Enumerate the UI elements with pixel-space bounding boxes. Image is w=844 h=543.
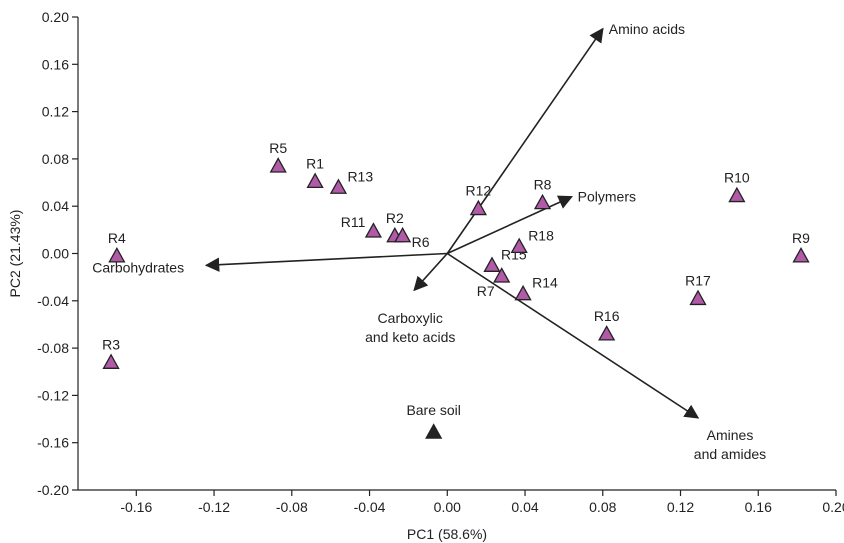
sample-point-marker [510, 237, 528, 254]
sample-point-marker [689, 289, 707, 306]
sample-point-marker [493, 267, 511, 283]
sample-point-label: R16 [594, 308, 620, 324]
y-tick-label: 0.16 [42, 56, 69, 72]
x-tick-label: 0.12 [667, 499, 694, 515]
y-tick-label: -0.04 [37, 293, 69, 309]
loading-label: Carbohydrates [92, 259, 184, 275]
y-tick-label: 0.12 [42, 104, 69, 120]
sample-point-marker [728, 186, 746, 203]
y-tick-label: 0.00 [42, 246, 69, 262]
sample-point-label: R11 [341, 214, 366, 230]
sample-point-label: R10 [724, 170, 750, 186]
loading-arrow [413, 252, 448, 292]
loading-vectors: Amino acids Polymers Carbohydrates Carboxyl… [92, 21, 766, 462]
x-tick-label: 0.16 [745, 499, 772, 515]
sample-point-marker [364, 222, 383, 238]
sample-point-marker [269, 157, 287, 173]
y-tick-label: -0.20 [37, 482, 69, 498]
sample-point-marker [514, 284, 532, 301]
sample-point-label: R14 [532, 275, 558, 291]
sample-point-marker [306, 172, 324, 189]
sample-point-marker [425, 423, 443, 439]
loading-label: Carboxylic [378, 310, 443, 326]
loading-label: and amides [694, 446, 766, 462]
x-axis-title: PC1 (58.6%) [407, 526, 487, 542]
sample-point-label: R6 [412, 234, 430, 250]
x-tick-label: -0.04 [354, 499, 386, 515]
sample-point-label: R4 [108, 230, 126, 246]
sample-point-marker [102, 353, 120, 369]
sample-point-label: R17 [685, 272, 711, 288]
sample-point-marker [469, 199, 487, 216]
loading-arrow [204, 252, 448, 272]
sample-point-label: R12 [466, 183, 492, 199]
sample-point-label: R13 [347, 168, 373, 184]
x-tick-label: 0.20 [822, 499, 844, 515]
x-tick-label: 0.04 [511, 499, 538, 515]
sample-point-marker [533, 193, 552, 210]
loading-label: Polymers [578, 189, 636, 205]
loading-label: Amines [707, 427, 754, 443]
sample-point-label: R3 [102, 336, 120, 352]
y-tick-label: -0.16 [37, 435, 69, 451]
sample-point-marker [108, 247, 126, 263]
sample-point-label: R8 [534, 177, 552, 193]
loading-arrow [446, 252, 700, 419]
y-tick-label: 0.08 [42, 151, 69, 167]
sample-point-marker [792, 247, 810, 263]
y-tick-label: 0.04 [42, 198, 69, 214]
x-tick-label: -0.08 [276, 499, 308, 515]
loading-label: and keto acids [365, 329, 455, 345]
sample-point-marker [329, 178, 348, 194]
sample-point-marker [393, 226, 412, 243]
x-tick-label: 0.08 [589, 499, 616, 515]
loading-arrow [446, 195, 573, 255]
sample-point-marker [598, 325, 616, 341]
y-tick-label: -0.12 [37, 387, 69, 403]
y-tick-label: 0.20 [42, 9, 69, 25]
y-axis-title: PC2 (21.43%) [7, 210, 23, 298]
sample-point-label: R18 [528, 227, 554, 243]
x-tick-label: -0.16 [120, 499, 152, 515]
sample-point-marker [483, 256, 501, 272]
sample-point-label: R2 [386, 210, 404, 226]
loading-label: Amino acids [609, 21, 685, 37]
sample-point-label: R1 [306, 155, 324, 171]
sample-point-label: R7 [477, 283, 495, 299]
x-tick-label: 0.00 [434, 499, 461, 515]
y-tick-label: -0.08 [37, 340, 69, 356]
sample-point-label: R9 [792, 230, 810, 246]
sample-point-label: R5 [269, 140, 287, 156]
axes: -0.16 -0.12 -0.08 -0.04 0.00 0.04 0.08 0.12 0.16… [37, 9, 844, 515]
sample-point-label: Bare soil [406, 402, 460, 418]
loading-arrow [446, 27, 604, 254]
x-tick-label: -0.12 [198, 499, 230, 515]
sample-points: R1R2R3R4R5R6R7R8R9R10R11R12R13R14R15R16R… [102, 140, 810, 439]
